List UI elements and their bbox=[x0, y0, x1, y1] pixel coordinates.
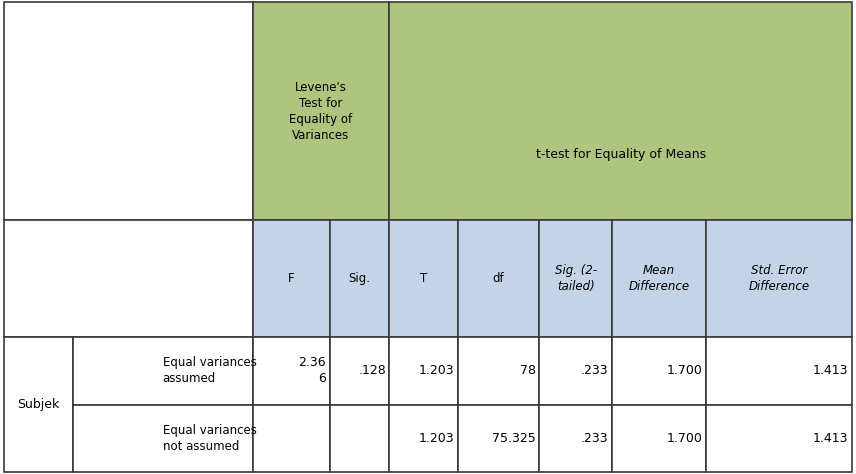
Bar bbox=[706, 405, 852, 472]
Text: .233: .233 bbox=[581, 432, 609, 445]
Bar bbox=[253, 405, 330, 472]
Bar bbox=[253, 337, 330, 405]
Text: 1.413: 1.413 bbox=[813, 432, 848, 445]
Bar bbox=[612, 337, 706, 405]
Text: 1.700: 1.700 bbox=[667, 432, 703, 445]
Text: Equal variances
assumed: Equal variances assumed bbox=[163, 356, 257, 385]
Bar bbox=[4, 2, 253, 220]
Text: Equal variances
not assumed: Equal variances not assumed bbox=[163, 424, 257, 453]
Bar bbox=[612, 405, 706, 472]
Text: Subjek: Subjek bbox=[17, 398, 60, 410]
Text: 78: 78 bbox=[520, 365, 536, 377]
Bar bbox=[330, 337, 389, 405]
Text: 1.700: 1.700 bbox=[667, 365, 703, 377]
Text: 1.203: 1.203 bbox=[419, 432, 455, 445]
Bar bbox=[73, 405, 253, 472]
Bar bbox=[458, 220, 539, 337]
Text: Sig. (2-
tailed): Sig. (2- tailed) bbox=[555, 264, 597, 293]
Bar bbox=[330, 220, 389, 337]
Bar bbox=[706, 220, 852, 337]
Bar bbox=[389, 405, 458, 472]
Text: F: F bbox=[288, 272, 294, 285]
Text: .128: .128 bbox=[359, 365, 386, 377]
Bar bbox=[73, 337, 253, 405]
Bar bbox=[539, 220, 612, 337]
Text: Sig.: Sig. bbox=[348, 272, 371, 285]
Text: 1.203: 1.203 bbox=[419, 365, 455, 377]
Bar bbox=[706, 337, 852, 405]
Text: 2.36
6: 2.36 6 bbox=[299, 356, 326, 385]
Bar bbox=[539, 337, 612, 405]
Text: T: T bbox=[420, 272, 427, 285]
Bar bbox=[389, 337, 458, 405]
Bar bbox=[458, 337, 539, 405]
Bar bbox=[539, 405, 612, 472]
Bar bbox=[253, 220, 330, 337]
Bar bbox=[458, 405, 539, 472]
Bar bbox=[389, 220, 458, 337]
Text: df: df bbox=[493, 272, 504, 285]
Bar bbox=[4, 337, 73, 472]
Text: Mean
Difference: Mean Difference bbox=[628, 264, 690, 293]
Bar bbox=[4, 220, 253, 337]
Bar bbox=[612, 220, 706, 337]
Text: 1.413: 1.413 bbox=[813, 365, 848, 377]
Bar bbox=[253, 2, 389, 220]
Bar bbox=[389, 2, 852, 220]
Text: .233: .233 bbox=[581, 365, 609, 377]
Bar bbox=[330, 405, 389, 472]
Text: t-test for Equality of Means: t-test for Equality of Means bbox=[536, 148, 705, 162]
Text: 75.325: 75.325 bbox=[492, 432, 536, 445]
Text: Levene's
Test for
Equality of
Variances: Levene's Test for Equality of Variances bbox=[289, 81, 353, 142]
Text: Std. Error
Difference: Std. Error Difference bbox=[748, 264, 810, 293]
